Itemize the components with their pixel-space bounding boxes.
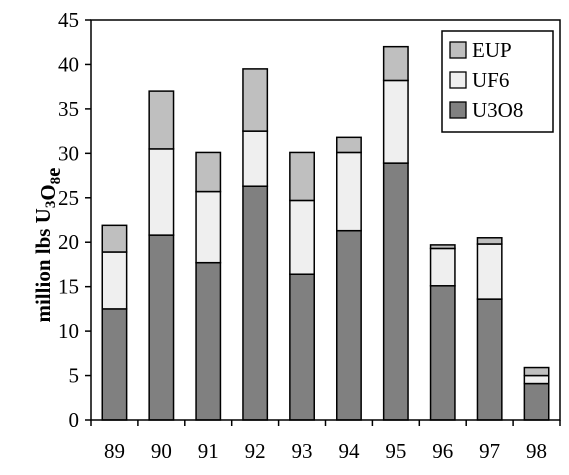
x-tick-label: 92 [245, 439, 266, 463]
bar-segment-eup-98 [523, 366, 550, 377]
bar-segment-u3o8-96 [429, 285, 456, 421]
x-tick-label: 98 [526, 439, 547, 463]
bar-segment-eup-95 [382, 45, 409, 82]
y-tick-label: 40 [58, 52, 79, 76]
y-axis-label-text: e [41, 167, 65, 176]
bars-layer [101, 45, 550, 421]
bar-segment-eup-93 [289, 151, 315, 202]
bar-segment-u3o8-89 [101, 308, 128, 421]
y-axis-label-text: million lbs [31, 223, 55, 322]
bar-segment-uf6-97 [476, 243, 503, 300]
y-axis-label: million lbs U3O8e [31, 167, 65, 322]
bar-segment-u3o8-95 [382, 162, 409, 421]
bar-segment-u3o8-92 [242, 185, 269, 421]
x-tick-label: 90 [151, 439, 172, 463]
bar-segment-eup-90 [148, 90, 175, 150]
x-tick-label: 97 [479, 439, 500, 463]
bar-segment-u3o8-90 [148, 234, 175, 421]
x-tick-label: 96 [432, 439, 453, 463]
legend-swatch-eup [449, 41, 467, 59]
x-tick-label: 95 [385, 439, 406, 463]
bar-segment-u3o8-98 [523, 382, 550, 421]
y-tick-label: 35 [58, 97, 79, 121]
y-axis-label-text: U [31, 208, 55, 223]
axes-layer: 0 5 10 15 20 25 30 35 40 45 89 90 91 92 93 94 95 96 97 98 [58, 8, 561, 463]
bar-segment-u3o8-91 [195, 261, 222, 421]
legend-label-eup: EUP [472, 38, 512, 62]
y-tick-label: 30 [58, 141, 79, 165]
y-tick-label: 15 [58, 275, 79, 299]
legend-swatch-u3o8 [449, 101, 467, 119]
x-tick-label: 93 [292, 439, 313, 463]
bar-segment-eup-94 [336, 136, 362, 154]
y-tick-label: 20 [58, 230, 79, 254]
bar-segment-uf6-90 [148, 148, 175, 236]
bar-segment-uf6-96 [429, 247, 456, 287]
legend-label-uf6: UF6 [472, 68, 509, 92]
bar-segment-eup-91 [195, 151, 222, 193]
bar-segment-eup-89 [101, 224, 128, 253]
bar-segment-uf6-91 [195, 190, 222, 264]
bar-segment-u3o8-94 [336, 229, 362, 421]
bar-segment-uf6-89 [101, 251, 128, 310]
bar-segment-uf6-92 [242, 130, 269, 187]
bar-segment-eup-92 [242, 68, 269, 132]
y-tick-label: 45 [58, 8, 79, 32]
y-axis-label-text: O [36, 184, 60, 200]
x-tick-label: 91 [198, 439, 219, 463]
y-tick-label: 25 [58, 186, 79, 210]
y-axis-label-subscript: 8 [48, 177, 64, 185]
bar-segment-u3o8-97 [476, 298, 503, 421]
bar-segment-eup-97 [476, 237, 503, 245]
bar-segment-eup-96 [429, 244, 456, 250]
bar-segment-uf6-93 [289, 199, 315, 275]
bar-segment-u3o8-93 [289, 273, 315, 421]
x-tick-label: 89 [104, 439, 125, 463]
y-tick-label: 5 [69, 364, 80, 388]
bar-segment-uf6-95 [382, 79, 409, 164]
legend-swatch-uf6 [449, 71, 467, 89]
y-tick-label: 10 [58, 319, 79, 343]
bar-segment-uf6-98 [523, 374, 550, 385]
x-tick-label: 94 [338, 439, 360, 463]
legend-label-u3o8: U3O8 [472, 98, 523, 122]
bar-segment-uf6-94 [336, 151, 362, 232]
legend: EUP UF6 U3O8 [441, 30, 554, 133]
y-axis-label-subscript: 3 [43, 201, 59, 209]
y-tick-label: 0 [69, 408, 80, 432]
